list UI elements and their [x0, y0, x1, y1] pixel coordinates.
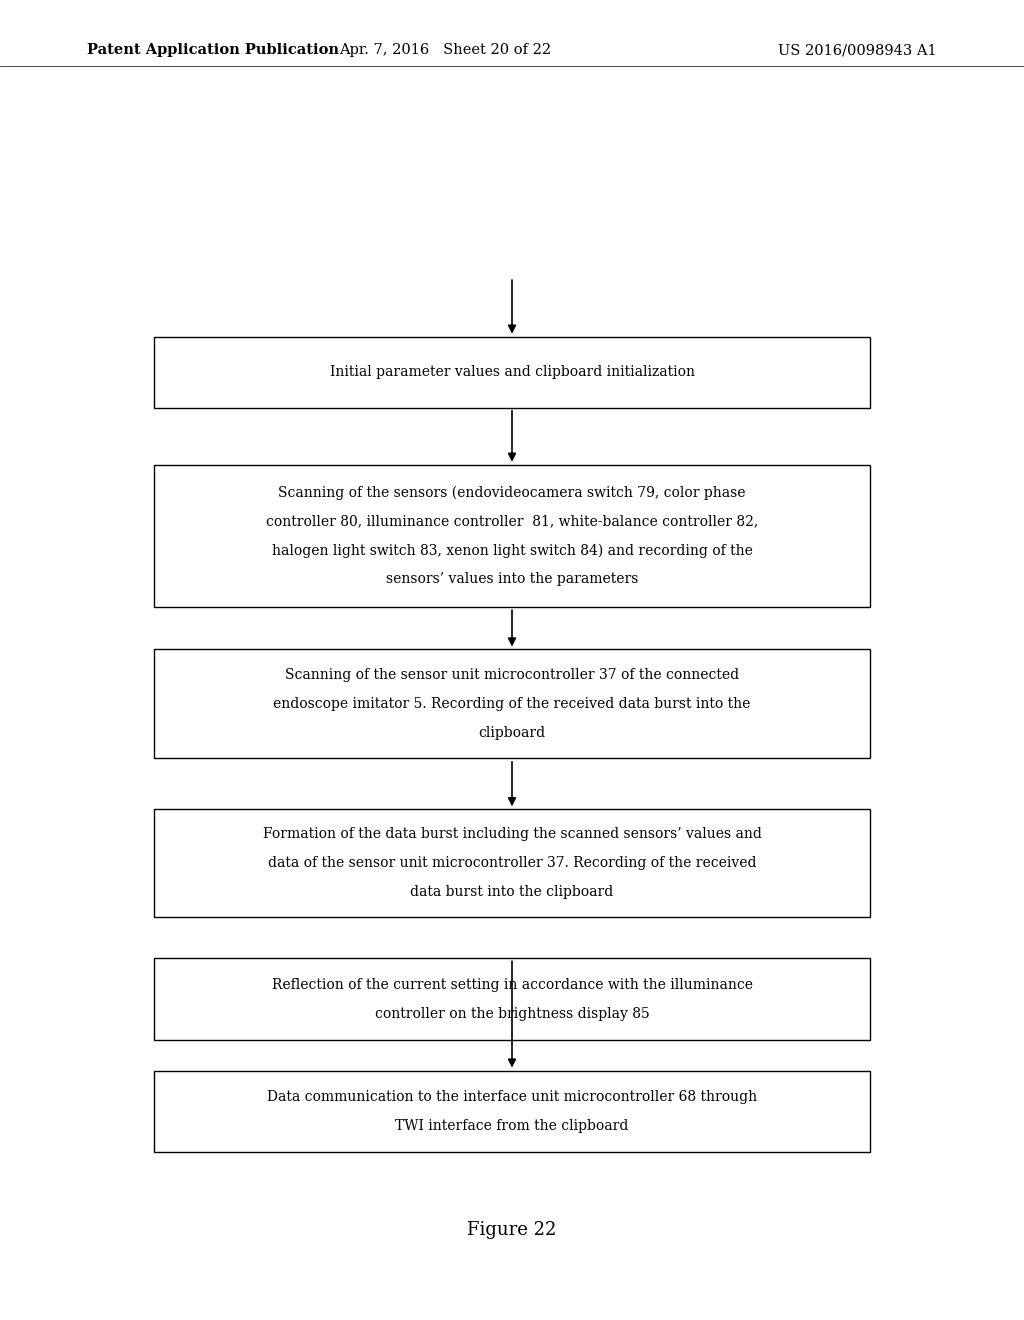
- FancyBboxPatch shape: [154, 649, 870, 758]
- Text: Scanning of the sensor unit microcontroller 37 of the connected: Scanning of the sensor unit microcontrol…: [285, 668, 739, 681]
- Text: Initial parameter values and clipboard initialization: Initial parameter values and clipboard i…: [330, 366, 694, 379]
- FancyBboxPatch shape: [154, 337, 870, 408]
- FancyBboxPatch shape: [154, 958, 870, 1040]
- Text: Scanning of the sensors (endovideocamera switch 79, color phase: Scanning of the sensors (endovideocamera…: [279, 486, 745, 499]
- Text: endoscope imitator 5. Recording of the received data burst into the: endoscope imitator 5. Recording of the r…: [273, 697, 751, 710]
- Text: data burst into the clipboard: data burst into the clipboard: [411, 886, 613, 899]
- FancyBboxPatch shape: [154, 809, 870, 917]
- Text: Data communication to the interface unit microcontroller 68 through: Data communication to the interface unit…: [267, 1090, 757, 1104]
- Text: sensors’ values into the parameters: sensors’ values into the parameters: [386, 573, 638, 586]
- Text: US 2016/0098943 A1: US 2016/0098943 A1: [778, 44, 937, 57]
- Text: Reflection of the current setting in accordance with the illuminance: Reflection of the current setting in acc…: [271, 978, 753, 991]
- Text: Formation of the data burst including the scanned sensors’ values and: Formation of the data burst including th…: [262, 828, 762, 841]
- Text: clipboard: clipboard: [478, 726, 546, 739]
- Text: TWI interface from the clipboard: TWI interface from the clipboard: [395, 1119, 629, 1133]
- Text: Figure 22: Figure 22: [467, 1221, 557, 1239]
- FancyBboxPatch shape: [154, 465, 870, 607]
- FancyBboxPatch shape: [154, 1071, 870, 1152]
- Text: Patent Application Publication: Patent Application Publication: [87, 44, 339, 57]
- Text: Apr. 7, 2016   Sheet 20 of 22: Apr. 7, 2016 Sheet 20 of 22: [339, 44, 552, 57]
- Text: halogen light switch 83, xenon light switch 84) and recording of the: halogen light switch 83, xenon light swi…: [271, 544, 753, 557]
- Text: controller 80, illuminance controller  81, white-balance controller 82,: controller 80, illuminance controller 81…: [266, 515, 758, 528]
- Text: controller on the brightness display 85: controller on the brightness display 85: [375, 1007, 649, 1020]
- Text: data of the sensor unit microcontroller 37. Recording of the received: data of the sensor unit microcontroller …: [267, 857, 757, 870]
